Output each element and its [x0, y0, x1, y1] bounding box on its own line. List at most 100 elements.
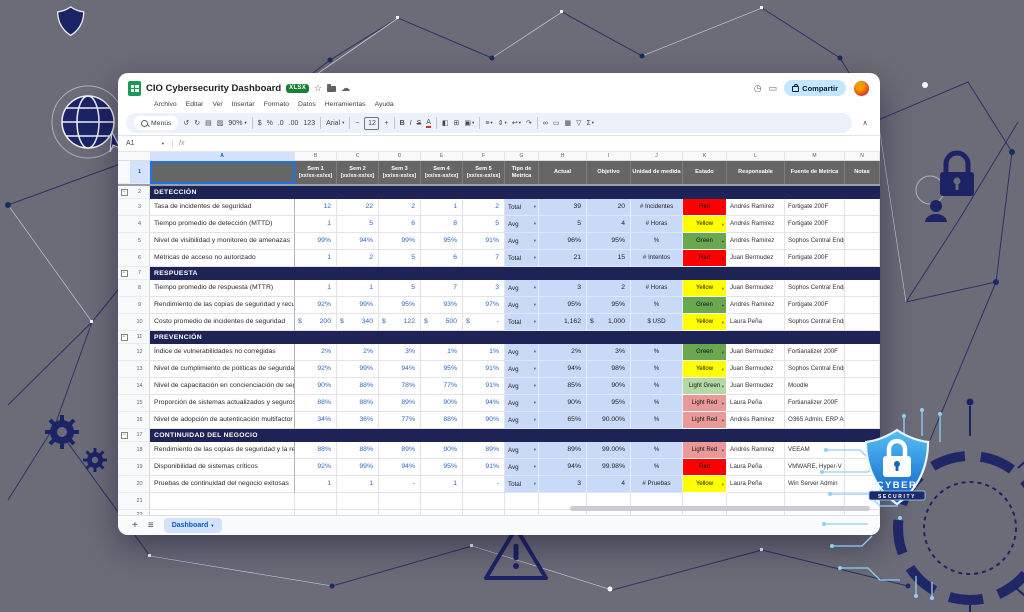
cell-sem-4[interactable]: 95%	[421, 459, 463, 476]
menu-item-ayuda[interactable]: Ayuda	[374, 101, 394, 108]
empty-cell[interactable]	[295, 493, 337, 510]
cell-sem-5[interactable]: 3	[463, 280, 505, 297]
header-sem-2[interactable]: Sem 2 [xx/xx-xx/xx]	[337, 161, 379, 184]
row-number-6[interactable]: 6	[130, 250, 150, 267]
cell-sem-2[interactable]: 88%	[337, 395, 379, 412]
cell-responsable[interactable]: Juan Bermudez	[727, 344, 785, 361]
row-number-12[interactable]: 12	[130, 344, 150, 361]
column-letter-D[interactable]: D	[379, 152, 421, 160]
strikethrough-icon[interactable]: S	[416, 119, 422, 127]
cell-sem-2[interactable]: 99%	[337, 459, 379, 476]
cell-sem-1[interactable]: 92%	[295, 297, 337, 314]
cell-A1-selected[interactable]	[150, 161, 295, 184]
cell-tipo-metrica[interactable]: Avg ▾	[505, 395, 539, 412]
column-letter-K[interactable]: K	[683, 152, 727, 160]
star-icon[interactable]: ☆	[314, 82, 323, 93]
header-notas[interactable]: Notas	[845, 161, 880, 184]
decrease-font-size-icon[interactable]: −	[355, 119, 360, 127]
header-objetivo[interactable]: Objetivo	[587, 161, 631, 184]
cell-responsable[interactable]: Laura Peña	[727, 395, 785, 412]
cell-metric-name[interactable]: Disponibilidad de sistemas críticos	[150, 459, 295, 476]
decrease-decimals-icon[interactable]: .0	[277, 119, 284, 127]
cell-actual[interactable]: 3	[539, 476, 587, 493]
row-number-11[interactable]: 11	[130, 331, 150, 344]
cell-sem-4[interactable]: 95%	[421, 361, 463, 378]
cell-tipo-metrica[interactable]: Avg ▾	[505, 280, 539, 297]
insert-chart-icon[interactable]: ▦	[564, 119, 572, 127]
cell-sem-3[interactable]: -	[379, 476, 421, 493]
collapse-group-button[interactable]: −	[120, 269, 128, 277]
cell-sem-2[interactable]: 99%	[337, 297, 379, 314]
cell-estado-dropdown[interactable]: Light Red ▾	[683, 395, 727, 412]
row-number-18[interactable]: 18	[130, 442, 150, 459]
cell-sem-5[interactable]: $ -	[463, 314, 505, 331]
cell-sem-1[interactable]: 88%	[295, 395, 337, 412]
cell-objetivo[interactable]: 95%	[587, 297, 631, 314]
cell-responsable[interactable]: Juan Bermudez	[727, 378, 785, 395]
cell-notas[interactable]	[845, 378, 880, 395]
cell-objetivo[interactable]: 98%	[587, 361, 631, 378]
empty-cell[interactable]	[150, 493, 295, 510]
cell-notas[interactable]	[845, 361, 880, 378]
empty-cell[interactable]	[337, 493, 379, 510]
cell-sem-4[interactable]: 1	[421, 476, 463, 493]
move-folder-icon[interactable]	[327, 84, 337, 92]
create-filter-icon[interactable]: ▽	[576, 119, 582, 127]
cell-objetivo[interactable]: 90.00%	[587, 412, 631, 429]
cell-estado-dropdown[interactable]: Yellow ▾	[683, 280, 727, 297]
cell-metric-name[interactable]: Tiempo promedio de detección (MTTD)	[150, 216, 295, 233]
cell-fuente[interactable]: Win Server Admin	[785, 476, 845, 493]
vertical-align-icon[interactable]: ⇕ ▾	[497, 119, 507, 127]
cell-notas[interactable]	[845, 412, 880, 429]
cell-objetivo[interactable]: 4	[587, 476, 631, 493]
insert-link-icon[interactable]: ∞	[542, 119, 548, 127]
cell-sem-2[interactable]: 1	[337, 280, 379, 297]
cell-tipo-metrica[interactable]: Avg ▾	[505, 344, 539, 361]
cell-sem-3[interactable]: 94%	[379, 459, 421, 476]
cell-actual[interactable]: 94%	[539, 361, 587, 378]
cell-metric-name[interactable]: Nivel de capacitación en concienciación …	[150, 378, 295, 395]
menu-item-editar[interactable]: Editar	[185, 101, 204, 108]
cell-unidad[interactable]: %	[631, 459, 683, 476]
cell-actual[interactable]: 39	[539, 199, 587, 216]
cell-sem-1[interactable]: 88%	[295, 442, 337, 459]
cell-sem-5[interactable]: 89%	[463, 442, 505, 459]
cell-estado-dropdown[interactable]: Light Green ▾	[683, 378, 727, 395]
cell-sem-1[interactable]: 2%	[295, 344, 337, 361]
header-sem-3[interactable]: Sem 3 [xx/xx-xx/xx]	[379, 161, 421, 184]
column-letter-L[interactable]: L	[727, 152, 785, 160]
column-letter-N[interactable]: N	[845, 152, 880, 160]
document-title[interactable]: CIO Cybersecurity Dashboard	[146, 82, 282, 94]
header-sem-5[interactable]: Sem 5 [xx/xx-xx/xx]	[463, 161, 505, 184]
cell-responsable[interactable]: Andrés Ramirez	[727, 233, 785, 250]
header-sem-4[interactable]: Sem 4 [xx/xx-xx/xx]	[421, 161, 463, 184]
cell-sem-5[interactable]: 90%	[463, 412, 505, 429]
cell-metric-name[interactable]: Tiempo promedio de respuesta (MTTR)	[150, 280, 295, 297]
cell-actual[interactable]: 89%	[539, 442, 587, 459]
cell-sem-1[interactable]: 1	[295, 250, 337, 267]
bold-icon[interactable]: B	[399, 119, 405, 127]
header-responsable[interactable]: Responsable	[727, 161, 785, 184]
cell-sem-3[interactable]: 99%	[379, 233, 421, 250]
insert-comment-icon[interactable]: ▭	[552, 119, 560, 127]
sheet-tab-dashboard[interactable]: Dashboard ▾	[163, 518, 222, 533]
cell-unidad[interactable]: # Pruebas	[631, 476, 683, 493]
cell-actual[interactable]: 2%	[539, 344, 587, 361]
cell-sem-1[interactable]: 90%	[295, 378, 337, 395]
cell-sem-4[interactable]: $500	[421, 314, 463, 331]
cell-metric-name[interactable]: Métricas de acceso no autorizado	[150, 250, 295, 267]
cell-objetivo[interactable]: $1,000	[587, 314, 631, 331]
cell-sem-4[interactable]: 7	[421, 280, 463, 297]
menu-item-datos[interactable]: Datos	[298, 101, 316, 108]
cell-unidad[interactable]: # Horas	[631, 216, 683, 233]
column-letter-C[interactable]: C	[337, 152, 379, 160]
italic-icon[interactable]: I	[409, 119, 412, 127]
cell-actual[interactable]: 21	[539, 250, 587, 267]
cell-estado-dropdown[interactable]: Light Red ▾	[683, 442, 727, 459]
cell-actual[interactable]: 96%	[539, 233, 587, 250]
row-number-13[interactable]: 13	[130, 361, 150, 378]
cell-estado-dropdown[interactable]: Green ▾	[683, 297, 727, 314]
cell-responsable[interactable]: Andrés Ramirez	[727, 216, 785, 233]
cell-sem-4[interactable]: 1%	[421, 344, 463, 361]
text-color-icon[interactable]: A	[426, 118, 431, 128]
